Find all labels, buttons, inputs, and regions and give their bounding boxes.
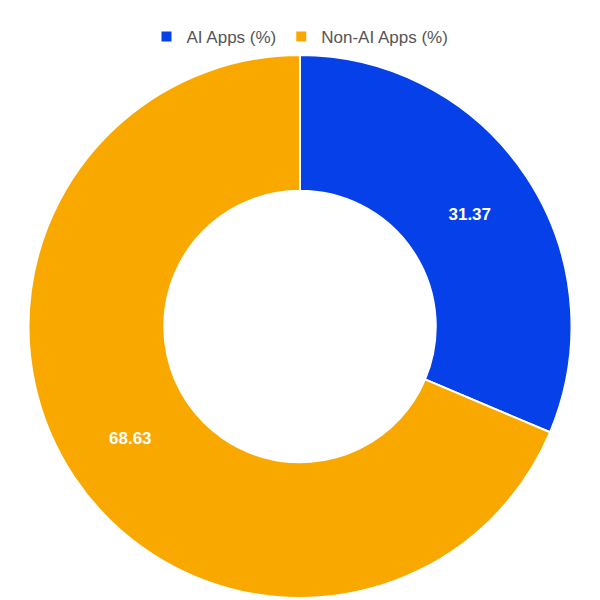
svg-text:Non-AI Apps (%): Non-AI Apps (%)	[321, 28, 448, 47]
svg-text:31.37: 31.37	[448, 205, 491, 224]
svg-text:68.63: 68.63	[109, 429, 152, 448]
svg-text:AI Apps (%): AI Apps (%)	[187, 28, 277, 47]
